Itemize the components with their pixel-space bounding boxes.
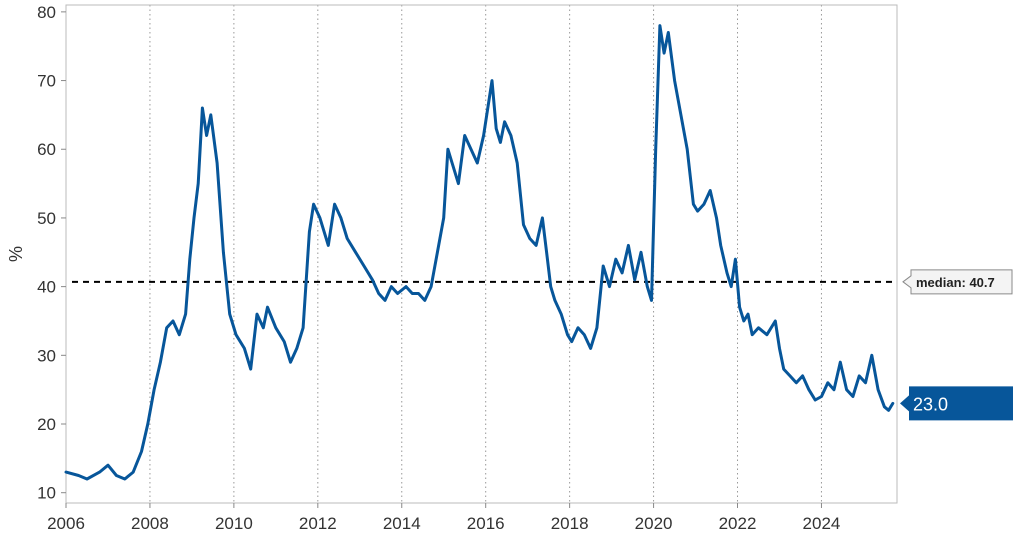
y-tick-label: 20	[37, 415, 56, 434]
x-tick-label: 2024	[803, 514, 841, 533]
y-axis-title: %	[6, 246, 26, 262]
y-tick-label: 30	[37, 346, 56, 365]
x-axis-ticks: 2006 2008 2010 2012 2014 2016 2018 2020 2022 2024	[47, 503, 840, 533]
x-tick-label: 2018	[551, 514, 589, 533]
series-line	[64, 24, 895, 481]
last-value-callout: 23.0	[900, 386, 1013, 421]
plot-area-border	[65, 4, 898, 504]
x-tick-label: 2016	[467, 514, 505, 533]
y-tick-label: 40	[37, 278, 56, 297]
plot-frame	[65, 4, 898, 504]
median-label: median: 40.7	[916, 275, 995, 290]
y-tick-label: 50	[37, 209, 56, 228]
median-callout-box	[902, 269, 1013, 295]
y-axis-ticks: 10 20 30 40 50 60 70 80	[37, 3, 66, 503]
x-tick-label: 2012	[299, 514, 337, 533]
y-tick-label: 10	[37, 484, 56, 503]
vertical-gridlines	[65, 5, 822, 503]
x-tick-label: 2014	[383, 514, 421, 533]
x-tick-label: 2020	[635, 514, 673, 533]
x-tick-label: 2006	[47, 514, 85, 533]
y-tick-label: 60	[37, 140, 56, 159]
x-tick-label: 2022	[719, 514, 757, 533]
median-callout: median: 40.7	[902, 269, 1013, 295]
x-tick-label: 2008	[131, 514, 169, 533]
x-tick-label: 2010	[215, 514, 253, 533]
y-tick-label: 80	[37, 3, 56, 22]
y-tick-label: 70	[37, 72, 56, 91]
last-value-box	[900, 386, 1013, 421]
last-value-label: 23.0	[913, 394, 948, 414]
